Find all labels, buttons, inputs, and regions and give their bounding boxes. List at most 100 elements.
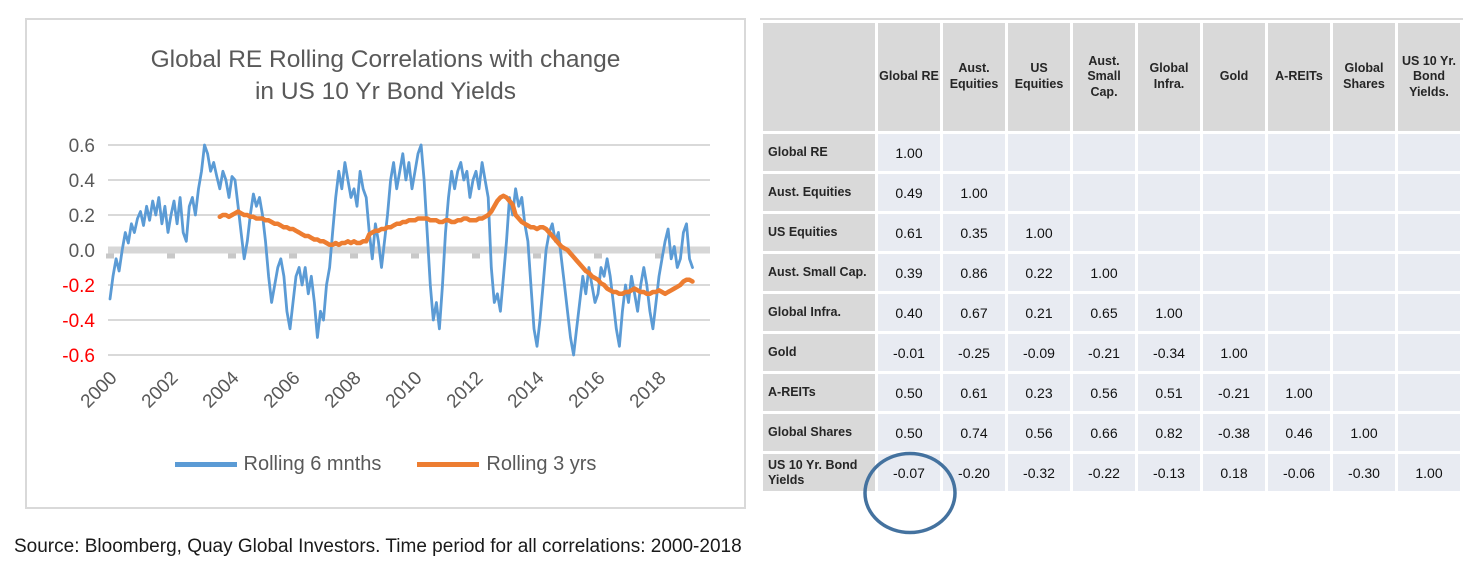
- correlation-cell: [1073, 134, 1135, 171]
- x-axis-tick: [533, 253, 541, 259]
- correlation-cell: [1333, 374, 1395, 411]
- correlation-cell: 0.49: [878, 174, 940, 211]
- correlation-cell: 0.66: [1073, 414, 1135, 451]
- correlation-cell: [1138, 174, 1200, 211]
- table-row: Global RE 1.00: [763, 134, 1460, 171]
- x-axis-label: 2012: [443, 368, 488, 413]
- correlation-cell: [1203, 254, 1265, 291]
- zero-gridline: [108, 246, 710, 254]
- x-axis-label: 2018: [626, 368, 671, 413]
- x-axis-tick: [472, 253, 480, 259]
- correlation-cell: 1.00: [1203, 334, 1265, 371]
- correlation-cell: 1.00: [1008, 214, 1070, 251]
- correlation-cell: -0.06: [1268, 454, 1330, 491]
- correlation-cell: -0.20: [943, 454, 1005, 491]
- x-axis-tick: [106, 253, 114, 259]
- correlation-cell: 0.56: [1073, 374, 1135, 411]
- correlation-cell: 1.00: [1138, 294, 1200, 331]
- row-header: Global Infra.: [763, 294, 875, 331]
- table-row: US 10 Yr. Bond Yields -0.07 -0.20 -0.32 -0.2…: [763, 454, 1460, 491]
- correlation-cell: [1268, 134, 1330, 171]
- correlation-cell: [943, 134, 1005, 171]
- row-header: US Equities: [763, 214, 875, 251]
- correlation-cell: 1.00: [1268, 374, 1330, 411]
- correlation-cell: [1138, 214, 1200, 251]
- correlation-cell: [1008, 174, 1070, 211]
- chart-panel: Global RE Rolling Correlations with chan…: [25, 18, 746, 509]
- column-header: Aust. Small Cap.: [1073, 23, 1135, 131]
- correlation-cell: [1333, 174, 1395, 211]
- legend-swatch-orange: [417, 462, 480, 467]
- correlation-cell: 0.51: [1138, 374, 1200, 411]
- table-header-row: Global RE Aust. Equities US Equities Aust. …: [763, 23, 1460, 131]
- x-axis-label: 2016: [565, 368, 610, 413]
- correlation-cell: 1.00: [878, 134, 940, 171]
- legend-label-rolling-3-yrs: Rolling 3 yrs: [486, 453, 597, 475]
- row-header: Gold: [763, 334, 875, 371]
- correlation-cell: 1.00: [943, 174, 1005, 211]
- legend-item-rolling-6-mnths: Rolling 6 mnths: [174, 453, 381, 476]
- table-row: Global Infra. 0.40 0.67 0.21 0.65 1.00: [763, 294, 1460, 331]
- correlation-cell: -0.21: [1073, 334, 1135, 371]
- correlation-cell: -0.38: [1203, 414, 1265, 451]
- correlation-cell: 0.22: [1008, 254, 1070, 291]
- x-axis-tick: [167, 253, 175, 259]
- correlation-cell: 0.46: [1268, 414, 1330, 451]
- correlation-cell: 0.50: [878, 414, 940, 451]
- correlation-cell: 0.82: [1138, 414, 1200, 451]
- x-axis-label: 2004: [199, 367, 244, 412]
- correlation-cell: [1008, 134, 1070, 171]
- correlation-cell: [1203, 174, 1265, 211]
- x-axis-label: 2002: [138, 368, 183, 413]
- x-axis-label: 2000: [77, 368, 122, 413]
- x-axis-label: 2014: [504, 367, 549, 412]
- correlation-cell: [1138, 254, 1200, 291]
- correlation-cell: -0.25: [943, 334, 1005, 371]
- legend-swatch-blue: [174, 462, 237, 467]
- correlation-cell: [1268, 254, 1330, 291]
- correlation-cell: [1268, 174, 1330, 211]
- column-header: Gold: [1203, 23, 1265, 131]
- legend-item-rolling-3-yrs: Rolling 3 yrs: [417, 453, 596, 476]
- chart-title-line2: in US 10 Yr Bond Yields: [254, 78, 517, 105]
- correlation-cell: -0.30: [1333, 454, 1395, 491]
- table-row: US Equities 0.61 0.35 1.00: [763, 214, 1460, 251]
- table-row: Aust. Equities 0.49 1.00: [763, 174, 1460, 211]
- chart-title: Global RE Rolling Correlations with chan…: [27, 44, 744, 108]
- correlation-cell: -0.32: [1008, 454, 1070, 491]
- correlation-cell: [1268, 214, 1330, 251]
- correlation-cell: [1073, 214, 1135, 251]
- y-axis-label: 0.0: [69, 241, 95, 262]
- correlation-cell: [1333, 294, 1395, 331]
- correlation-cell: -0.13: [1138, 454, 1200, 491]
- correlation-cell: [1203, 294, 1265, 331]
- correlation-cell: [1138, 134, 1200, 171]
- correlation-cell: [1398, 214, 1460, 251]
- column-header: Global Infra.: [1138, 23, 1200, 131]
- row-header: Aust. Equities: [763, 174, 875, 211]
- correlation-cell: 0.35: [943, 214, 1005, 251]
- correlation-cell: [1398, 174, 1460, 211]
- x-axis-label: 2006: [260, 368, 305, 413]
- column-header: A-REITs: [1268, 23, 1330, 131]
- correlation-cell: -0.34: [1138, 334, 1200, 371]
- x-axis-tick: [228, 253, 236, 259]
- correlation-cell: [1073, 174, 1135, 211]
- y-axis-label: 0.4: [69, 171, 96, 192]
- correlation-cell: [1333, 214, 1395, 251]
- x-axis-tick: [350, 253, 358, 259]
- correlation-cell: [1203, 134, 1265, 171]
- chart-legend: Rolling 6 mnths Rolling 3 yrs: [27, 453, 744, 476]
- correlation-cell: 0.50: [878, 374, 940, 411]
- x-axis-tick: [594, 253, 602, 259]
- correlation-cell: [1333, 134, 1395, 171]
- correlation-cell: [1398, 414, 1460, 451]
- y-axis-label: -0.6: [62, 346, 95, 367]
- series-line-rolling-6-mnths: [108, 143, 694, 357]
- correlation-cell: 1.00: [1073, 254, 1135, 291]
- correlation-cell: 0.56: [1008, 414, 1070, 451]
- y-axis-label: -0.2: [62, 276, 95, 297]
- x-axis-tick: [289, 253, 297, 259]
- correlation-cell: [1268, 294, 1330, 331]
- correlation-cell: 0.86: [943, 254, 1005, 291]
